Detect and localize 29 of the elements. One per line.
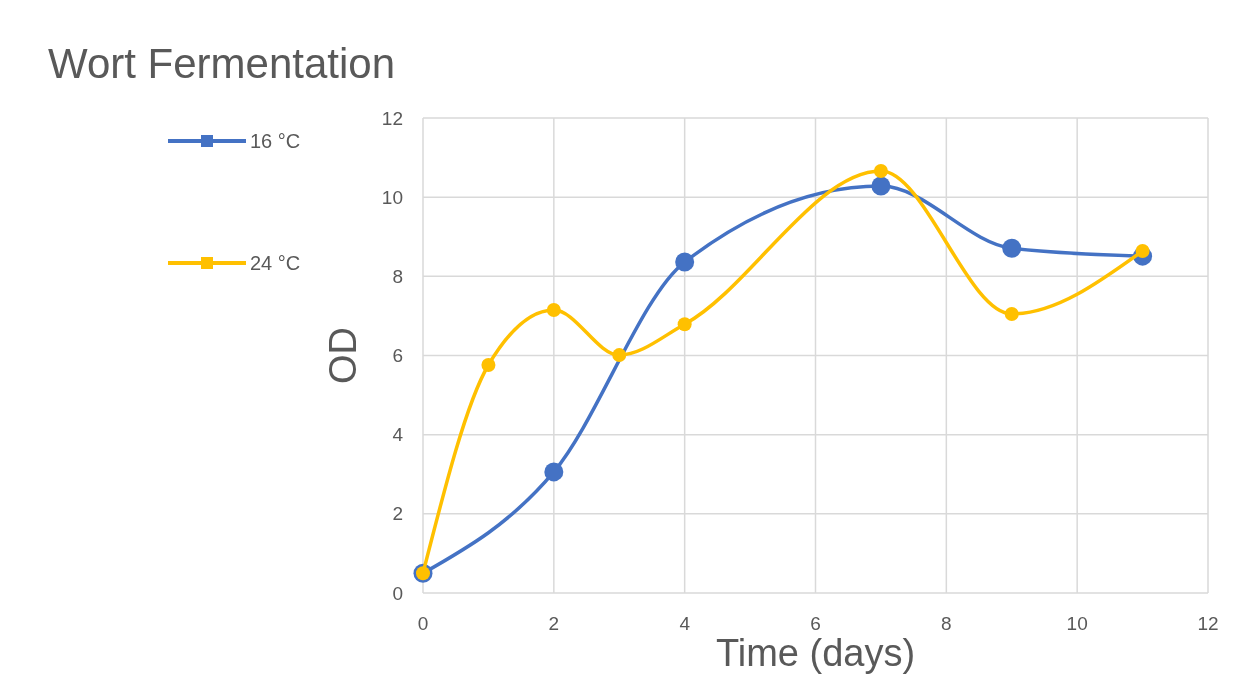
x-tick-label: 8 <box>941 613 952 634</box>
x-tick-label: 10 <box>1066 613 1088 634</box>
y-tick-label: 2 <box>392 503 403 525</box>
x-tick-label: 2 <box>548 613 560 634</box>
y-axis-title: OD <box>322 327 364 384</box>
point <box>677 317 692 332</box>
x-tick-label: 4 <box>679 613 691 634</box>
y-tick-label: 0 <box>392 582 403 604</box>
point <box>871 176 891 196</box>
x-tick-label: 6 <box>810 613 821 634</box>
x-axis-title: Time (days) <box>715 632 916 674</box>
legend-label: 16 °C <box>250 130 301 152</box>
point <box>481 358 496 372</box>
legend-label: 24 °C <box>250 252 301 274</box>
chart-title: Wort Fermentation <box>48 40 396 87</box>
y-tick-label: 4 <box>392 424 404 446</box>
y-tick-label: 6 <box>392 345 403 367</box>
point <box>544 462 564 482</box>
point <box>675 252 695 272</box>
y-tick-label: 12 <box>381 107 403 129</box>
x-tick-label: 12 <box>1197 613 1219 634</box>
x-tick-label: 0 <box>417 613 429 634</box>
point <box>1004 306 1019 321</box>
point <box>612 348 627 363</box>
point <box>873 164 888 179</box>
y-tick-label: 8 <box>392 265 403 287</box>
point <box>546 302 561 317</box>
y-tick-label: 10 <box>381 186 403 208</box>
point <box>1002 238 1022 258</box>
